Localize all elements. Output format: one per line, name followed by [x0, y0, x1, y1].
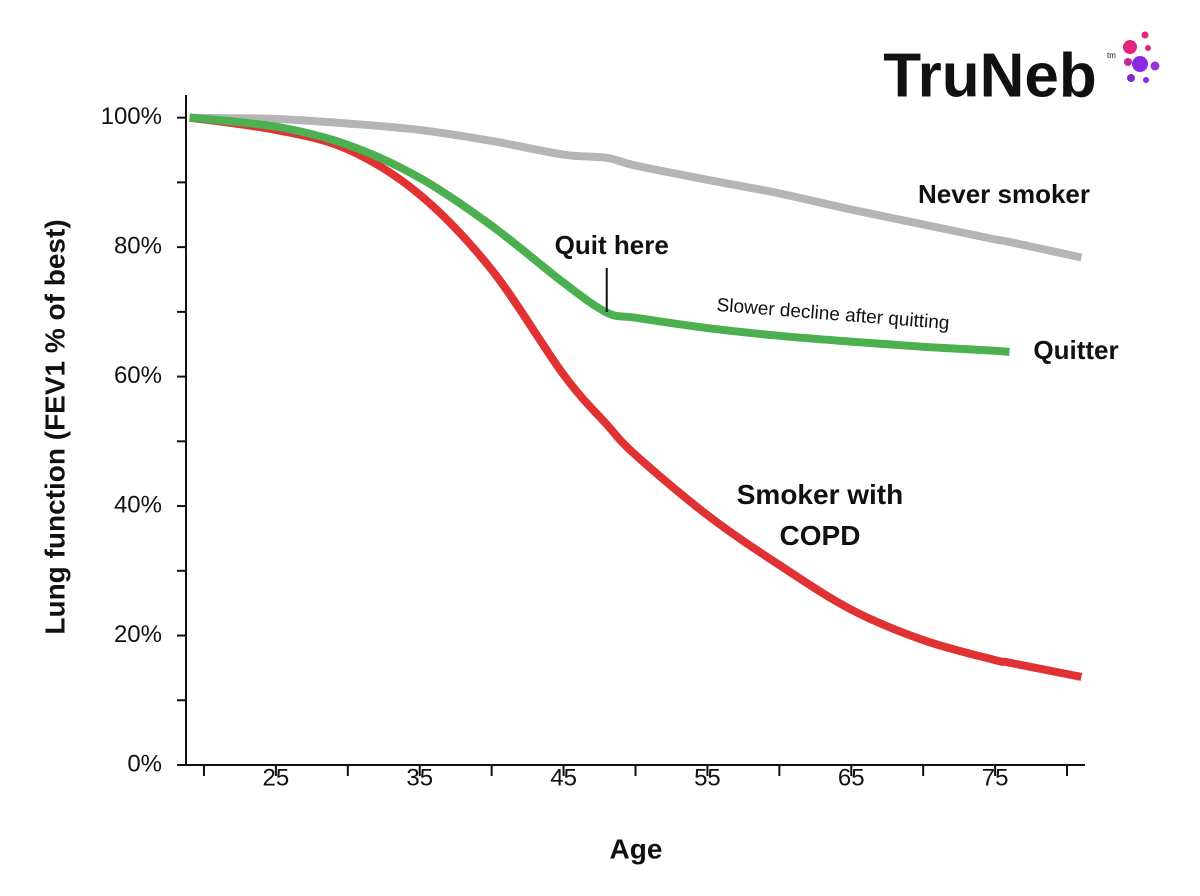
y-axis-label: Lung function (FEV1 % of best)	[39, 219, 70, 634]
logo: TruNeb	[883, 41, 1097, 110]
x-axis-label: Age	[610, 833, 663, 864]
y-tick-label: 60%	[114, 362, 162, 389]
logo-dots	[1123, 31, 1160, 83]
x-tick-label: 65	[838, 764, 865, 791]
x-tick-label: 25	[263, 764, 290, 791]
annotation: Quit here	[555, 230, 669, 260]
x-tick-label: 35	[406, 764, 433, 791]
logo-mark: tm	[1107, 51, 1116, 60]
line	[189, 113, 1083, 681]
series-label: Smoker with COPD	[736, 479, 904, 551]
series-label: Never smoker	[918, 179, 1090, 209]
y-tick-label: 20%	[114, 621, 162, 648]
x-tick-label: 55	[694, 764, 721, 791]
line	[189, 113, 1083, 262]
y-tick-label: 40%	[114, 491, 162, 518]
x-tick-label: 45	[550, 764, 577, 791]
line	[189, 113, 1010, 356]
y-tick-label: 80%	[114, 232, 162, 259]
y-tick-label: 0%	[127, 750, 162, 777]
y-tick-label: 100%	[101, 103, 162, 130]
series-label: Quitter	[1033, 335, 1118, 365]
annotation: Slower decline after quitting	[716, 295, 950, 334]
x-tick-label: 75	[982, 764, 1009, 791]
